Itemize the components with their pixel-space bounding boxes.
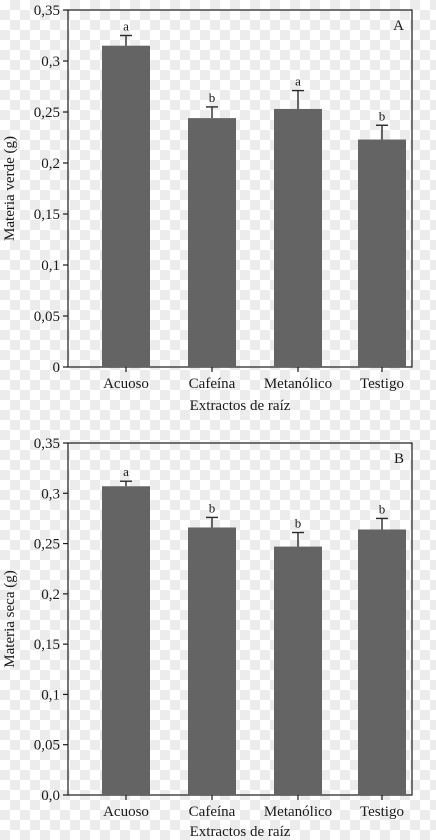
bar xyxy=(102,486,150,795)
bar xyxy=(358,139,406,367)
significance-letter: b xyxy=(379,501,386,516)
significance-letter: a xyxy=(123,464,129,479)
y-tick-label: 0,1 xyxy=(41,687,60,703)
significance-letter: b xyxy=(379,108,386,123)
panel-label: B xyxy=(394,451,404,467)
y-tick-label: 0,25 xyxy=(34,105,60,121)
bar xyxy=(188,118,236,368)
x-tick-label: Metanólico xyxy=(264,376,332,392)
y-tick-label: 0,2 xyxy=(41,156,60,172)
bar xyxy=(274,108,322,367)
plot-frame xyxy=(67,442,413,796)
bar xyxy=(188,527,236,795)
y-tick-label: 0,0 xyxy=(41,788,60,804)
x-axis-title: Extractos de raíz xyxy=(190,824,291,840)
plot-frame xyxy=(67,9,413,368)
chart-panel-a: 0 0,05 0,1 0,15 0,2 0,25 0,3 0,35 a Acuoso b Cafeín… xyxy=(2,3,413,414)
y-tick-label: 0,15 xyxy=(34,637,60,653)
x-tick-label: Acuoso xyxy=(103,376,149,392)
x-tick-label: Testigo xyxy=(360,376,404,392)
y-tick-label: 0,2 xyxy=(41,587,60,603)
bar xyxy=(102,45,150,367)
y-tick-label: 0,15 xyxy=(34,207,60,223)
bar xyxy=(358,529,406,795)
y-axis-title: Materia verde (g) xyxy=(2,136,18,241)
y-tick-label: 0,35 xyxy=(34,3,60,19)
significance-letter: b xyxy=(295,516,302,531)
x-tick-label: Metanólico xyxy=(264,804,332,820)
panel-label: A xyxy=(393,18,404,34)
x-tick-label: Cafeína xyxy=(189,376,236,392)
y-tick-label: 0,05 xyxy=(34,309,60,325)
y-tick-label: 0 xyxy=(53,360,61,376)
y-tick-label: 0,25 xyxy=(34,537,60,553)
x-axis-title: Extractos de raíz xyxy=(190,398,291,414)
chart-panel-b: 0,0 0,05 0,1 0,15 0,2 0,25 0,3 0,35 a Acuoso b Cafe… xyxy=(2,436,413,840)
significance-letter: b xyxy=(209,500,216,515)
y-tick-label: 0,3 xyxy=(41,54,60,70)
y-tick-label: 0,3 xyxy=(41,486,60,502)
x-tick-label: Testigo xyxy=(360,804,404,820)
y-axis-title: Materia seca (g) xyxy=(2,570,18,667)
y-tick-label: 0,1 xyxy=(41,258,60,274)
y-tick-label: 0,05 xyxy=(34,738,60,754)
x-tick-label: Acuoso xyxy=(103,804,149,820)
significance-letter: a xyxy=(295,74,301,89)
x-tick-label: Cafeína xyxy=(189,804,236,820)
significance-letter: b xyxy=(209,90,216,105)
significance-letter: a xyxy=(123,19,129,34)
y-tick-label: 0,35 xyxy=(34,436,60,452)
bar xyxy=(274,546,322,795)
